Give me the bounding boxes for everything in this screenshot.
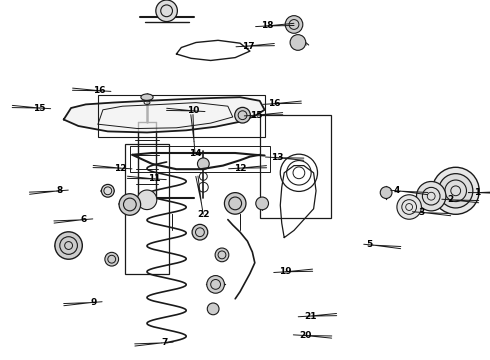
Text: 16: 16 xyxy=(73,86,111,95)
Circle shape xyxy=(397,195,421,219)
Text: 16: 16 xyxy=(263,99,301,108)
Text: 12: 12 xyxy=(93,164,132,173)
Ellipse shape xyxy=(141,94,153,100)
Text: 18: 18 xyxy=(256,21,294,30)
Circle shape xyxy=(285,15,303,33)
Circle shape xyxy=(197,158,209,170)
Text: 1: 1 xyxy=(468,188,490,197)
Text: 22: 22 xyxy=(196,176,210,219)
Circle shape xyxy=(215,248,229,262)
Bar xyxy=(260,115,331,218)
Text: 2: 2 xyxy=(441,195,479,204)
Circle shape xyxy=(416,181,446,211)
Text: 13: 13 xyxy=(266,153,304,162)
Circle shape xyxy=(192,224,208,240)
Text: 12: 12 xyxy=(229,164,267,173)
Circle shape xyxy=(156,0,177,22)
Circle shape xyxy=(207,303,219,315)
Bar xyxy=(130,146,270,172)
Text: 15: 15 xyxy=(12,104,50,112)
Text: 11: 11 xyxy=(127,174,166,183)
Text: 21: 21 xyxy=(298,311,337,320)
Circle shape xyxy=(290,35,306,50)
Circle shape xyxy=(119,194,141,215)
Bar xyxy=(98,95,265,137)
Text: 7: 7 xyxy=(135,338,173,347)
Circle shape xyxy=(439,174,473,208)
Circle shape xyxy=(55,232,82,259)
Text: 20: 20 xyxy=(294,331,332,340)
Text: 5: 5 xyxy=(364,240,401,249)
Circle shape xyxy=(105,252,119,266)
Circle shape xyxy=(256,197,269,210)
Circle shape xyxy=(137,190,157,210)
Text: 14: 14 xyxy=(189,114,201,158)
Circle shape xyxy=(224,193,246,214)
Text: 19: 19 xyxy=(274,267,313,276)
Circle shape xyxy=(432,167,479,214)
Circle shape xyxy=(380,187,392,198)
Text: 3: 3 xyxy=(413,208,451,217)
Text: 4: 4 xyxy=(391,186,428,195)
Text: 10: 10 xyxy=(167,107,205,115)
Text: 17: 17 xyxy=(236,41,274,50)
Text: 15: 15 xyxy=(245,111,283,120)
Bar xyxy=(125,144,169,274)
Circle shape xyxy=(207,276,224,293)
Circle shape xyxy=(101,184,114,197)
Text: 9: 9 xyxy=(64,298,102,307)
Circle shape xyxy=(235,107,250,123)
Text: 6: 6 xyxy=(54,215,93,224)
Polygon shape xyxy=(64,97,265,132)
Text: 8: 8 xyxy=(29,186,68,195)
